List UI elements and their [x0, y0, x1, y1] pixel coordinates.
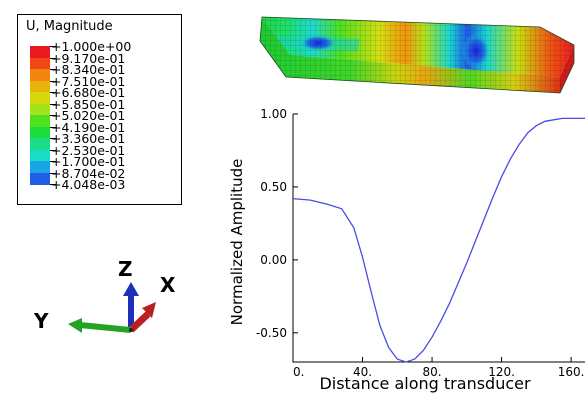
fe-model-contour-plot: [240, 5, 585, 105]
legend-title: U, Magnitude: [26, 19, 113, 34]
chart-ticks: 1.000.500.00-0.500. 40. 80. 120. 160.: [256, 107, 585, 379]
legend-color-cell: [30, 115, 50, 127]
y-axis-arrowhead: [68, 318, 82, 333]
triad-origin: [129, 328, 133, 332]
x-tick-label: 0.: [293, 365, 304, 379]
legend-color-cell: [30, 150, 50, 162]
amplitude-line-chart: 1.000.500.00-0.500. 40. 80. 120. 160. Distan…: [225, 100, 585, 394]
legend-color-cell: [30, 58, 50, 70]
y-tick-label: 0.50: [260, 180, 287, 194]
legend-color-cell: [30, 46, 50, 58]
x-axis-label: X: [160, 273, 176, 297]
z-axis-arrowhead: [123, 282, 139, 296]
legend-color-cell: [30, 127, 50, 139]
legend-value-label: +4.048e-03: [51, 179, 125, 192]
y-axis-arrow: [80, 325, 131, 330]
legend-color-cell: [30, 69, 50, 81]
z-axis-label: Z: [118, 257, 133, 281]
x-tick-label: 160.: [558, 365, 585, 379]
y-axis-label: Y: [33, 309, 49, 333]
legend-color-cell: [30, 92, 50, 104]
y-tick-label: 0.00: [260, 253, 287, 267]
legend-color-cell: [30, 81, 50, 93]
x-axis-title: Distance along transducer: [319, 374, 531, 393]
legend-color-cell: [30, 173, 50, 185]
legend-color-cell: [30, 161, 50, 173]
legend-color-cell: [30, 138, 50, 150]
model-mesh: [260, 17, 574, 93]
contour-legend: U, Magnitude +1.000e+00 +9.170e-01 +8.340e…: [17, 14, 182, 205]
legend-color-cell: [30, 104, 50, 116]
y-tick-label: -0.50: [256, 326, 287, 340]
axis-triad: Z X Y: [20, 250, 200, 350]
amplitude-series-line: [293, 118, 585, 362]
y-tick-label: 1.00: [260, 107, 287, 121]
y-axis-title: Normalized Amplitude: [228, 159, 246, 326]
